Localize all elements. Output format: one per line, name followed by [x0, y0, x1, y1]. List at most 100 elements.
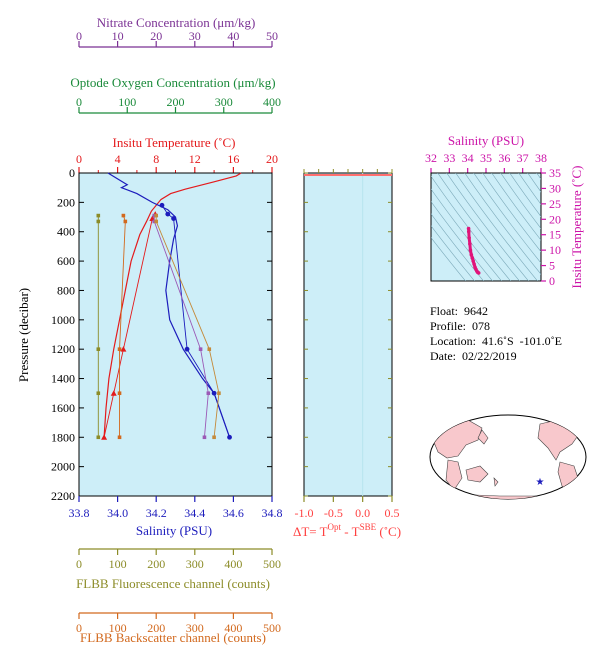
pressure-tick-label: 2200	[51, 489, 75, 503]
ts-y-tick-label: 10	[549, 243, 561, 257]
oxygen-marker	[207, 347, 212, 351]
oxygen-axis-label: Optode Oxygen Concentration (μm/kg)	[70, 75, 275, 90]
salinity-tick-label: 34.2	[146, 506, 167, 520]
backscatter-tick-label: 300	[186, 621, 204, 635]
pressure-tick-label: 1400	[51, 372, 75, 386]
nitrate-axis: Nitrate Concentration (μm/kg) 0 10 20 30 40 5…	[76, 15, 278, 48]
fluorescence-tick-label: 100	[109, 557, 127, 571]
ts-x-tick-label: 36	[498, 151, 510, 165]
temperature-profile-line	[103, 172, 242, 438]
salinity-bottle-marker	[211, 390, 217, 396]
ts-y-tick-label: 35	[549, 166, 561, 180]
date: Date: 02/22/2019	[430, 349, 517, 363]
profile-number: Profile: 078	[430, 319, 490, 333]
pressure-tick-label: 1800	[51, 430, 75, 444]
density-contour	[431, 225, 475, 281]
salinity-tick-label: 34.6	[223, 506, 244, 520]
nitrate-marker	[206, 391, 211, 396]
temperature-tick-label: 4	[115, 152, 121, 166]
oxygen-tick-label: 200	[167, 95, 185, 109]
ts-x-tick-label: 35	[480, 151, 492, 165]
ts-point	[466, 229, 471, 234]
ts-y-tick-label: 20	[549, 212, 561, 226]
nitrate-marker	[202, 435, 207, 440]
backscatter-marker	[117, 435, 122, 440]
fluorescence-marker	[96, 219, 101, 224]
temperature-tick-label: 12	[189, 152, 201, 166]
density-contour	[527, 173, 541, 193]
backscatter-tick-label: 0	[76, 621, 82, 635]
ts-x-tick-label: 37	[517, 151, 529, 165]
ts-x-tick-label: 33	[443, 151, 455, 165]
density-contour	[536, 173, 541, 180]
temperature-tick-label: 20	[266, 152, 278, 166]
oxygen-marker	[154, 213, 158, 218]
temperature-tick-label: 16	[227, 152, 239, 166]
density-contour	[491, 173, 541, 241]
density-contour	[518, 173, 541, 205]
ts-point	[471, 259, 475, 263]
salinity-tick-label: 34.0	[107, 506, 128, 520]
ts-ylabel: Insitu Temperature (˚C)	[569, 165, 584, 288]
salinity-axis-label: Salinity (PSU)	[136, 523, 212, 538]
delta-t-panel	[303, 172, 393, 497]
delta-t-tick-label: -1.0	[295, 506, 314, 520]
temperature-bottle-marker	[101, 434, 108, 440]
backscatter-marker	[117, 391, 122, 396]
land-africa-east	[445, 459, 463, 491]
nitrate-tick-label: 10	[112, 29, 124, 43]
salinity-bottle-marker	[227, 434, 232, 440]
oxygen-tick-label: 400	[263, 95, 281, 109]
delta-t-tick-label: 0.5	[385, 506, 400, 520]
land-new-zealand	[493, 477, 499, 487]
pressure-tick-label: 1600	[51, 401, 75, 415]
ts-y-tick-label: 25	[549, 197, 561, 211]
pressure-tick-label: 0	[69, 166, 75, 180]
nitrate-tick-label: 30	[189, 29, 201, 43]
backscatter-marker	[123, 219, 128, 224]
density-contour	[431, 213, 484, 281]
oxygen-marker	[217, 391, 221, 396]
salinity-tick-label: 34.4	[184, 506, 205, 520]
land-australia	[465, 465, 489, 483]
fluorescence-tick-label: 200	[147, 557, 165, 571]
fluorescence-marker	[96, 213, 101, 218]
nitrate-axis-label: Nitrate Concentration (μm/kg)	[97, 15, 256, 30]
pressure-axis-label: Pressure (decibar)	[16, 288, 31, 382]
ts-y-tick-label: 0	[549, 274, 555, 288]
fluorescence-tick-label: 500	[263, 557, 281, 571]
land-japan	[477, 429, 489, 445]
nitrate-tick-label: 40	[227, 29, 239, 43]
nitrate-marker	[152, 213, 157, 218]
ts-y-tick-label: 30	[549, 181, 561, 195]
density-contour	[473, 173, 541, 264]
density-contour	[431, 201, 493, 281]
ts-x-tick-label: 38	[535, 151, 547, 165]
nitrate-marker	[198, 347, 203, 351]
salinity-tick-label: 34.8	[262, 506, 283, 520]
ts-point	[467, 236, 471, 240]
backscatter-tick-label: 400	[224, 621, 242, 635]
float-location-star-icon: ★	[536, 477, 545, 488]
ts-point	[472, 262, 476, 266]
fluorescence-axis: 0 100 200 300 400 500 FLBB Fluorescence chann…	[76, 548, 281, 591]
temperature-axis-label: Insitu Temperature (˚C)	[112, 135, 235, 150]
density-contour	[437, 173, 520, 281]
backscatter-marker	[117, 347, 122, 351]
salinity-bottle-marker	[171, 216, 176, 221]
ts-x-tick-label: 32	[425, 151, 437, 165]
density-contour	[446, 173, 529, 281]
density-contour	[509, 173, 541, 218]
fluorescence-tick-label: 300	[186, 557, 204, 571]
fluorescence-marker	[96, 347, 101, 351]
backscatter-marker	[121, 213, 126, 218]
oxygen-marker	[212, 435, 216, 440]
ts-point	[466, 226, 471, 231]
location: Location: 41.6˚S -101.0˚E	[430, 334, 562, 348]
nitrate-tick-label: 0	[76, 29, 82, 43]
ts-point	[470, 256, 475, 260]
world-map: ★	[429, 414, 587, 500]
ts-point	[469, 252, 474, 257]
salinity-tick-label: 33.8	[69, 506, 90, 520]
